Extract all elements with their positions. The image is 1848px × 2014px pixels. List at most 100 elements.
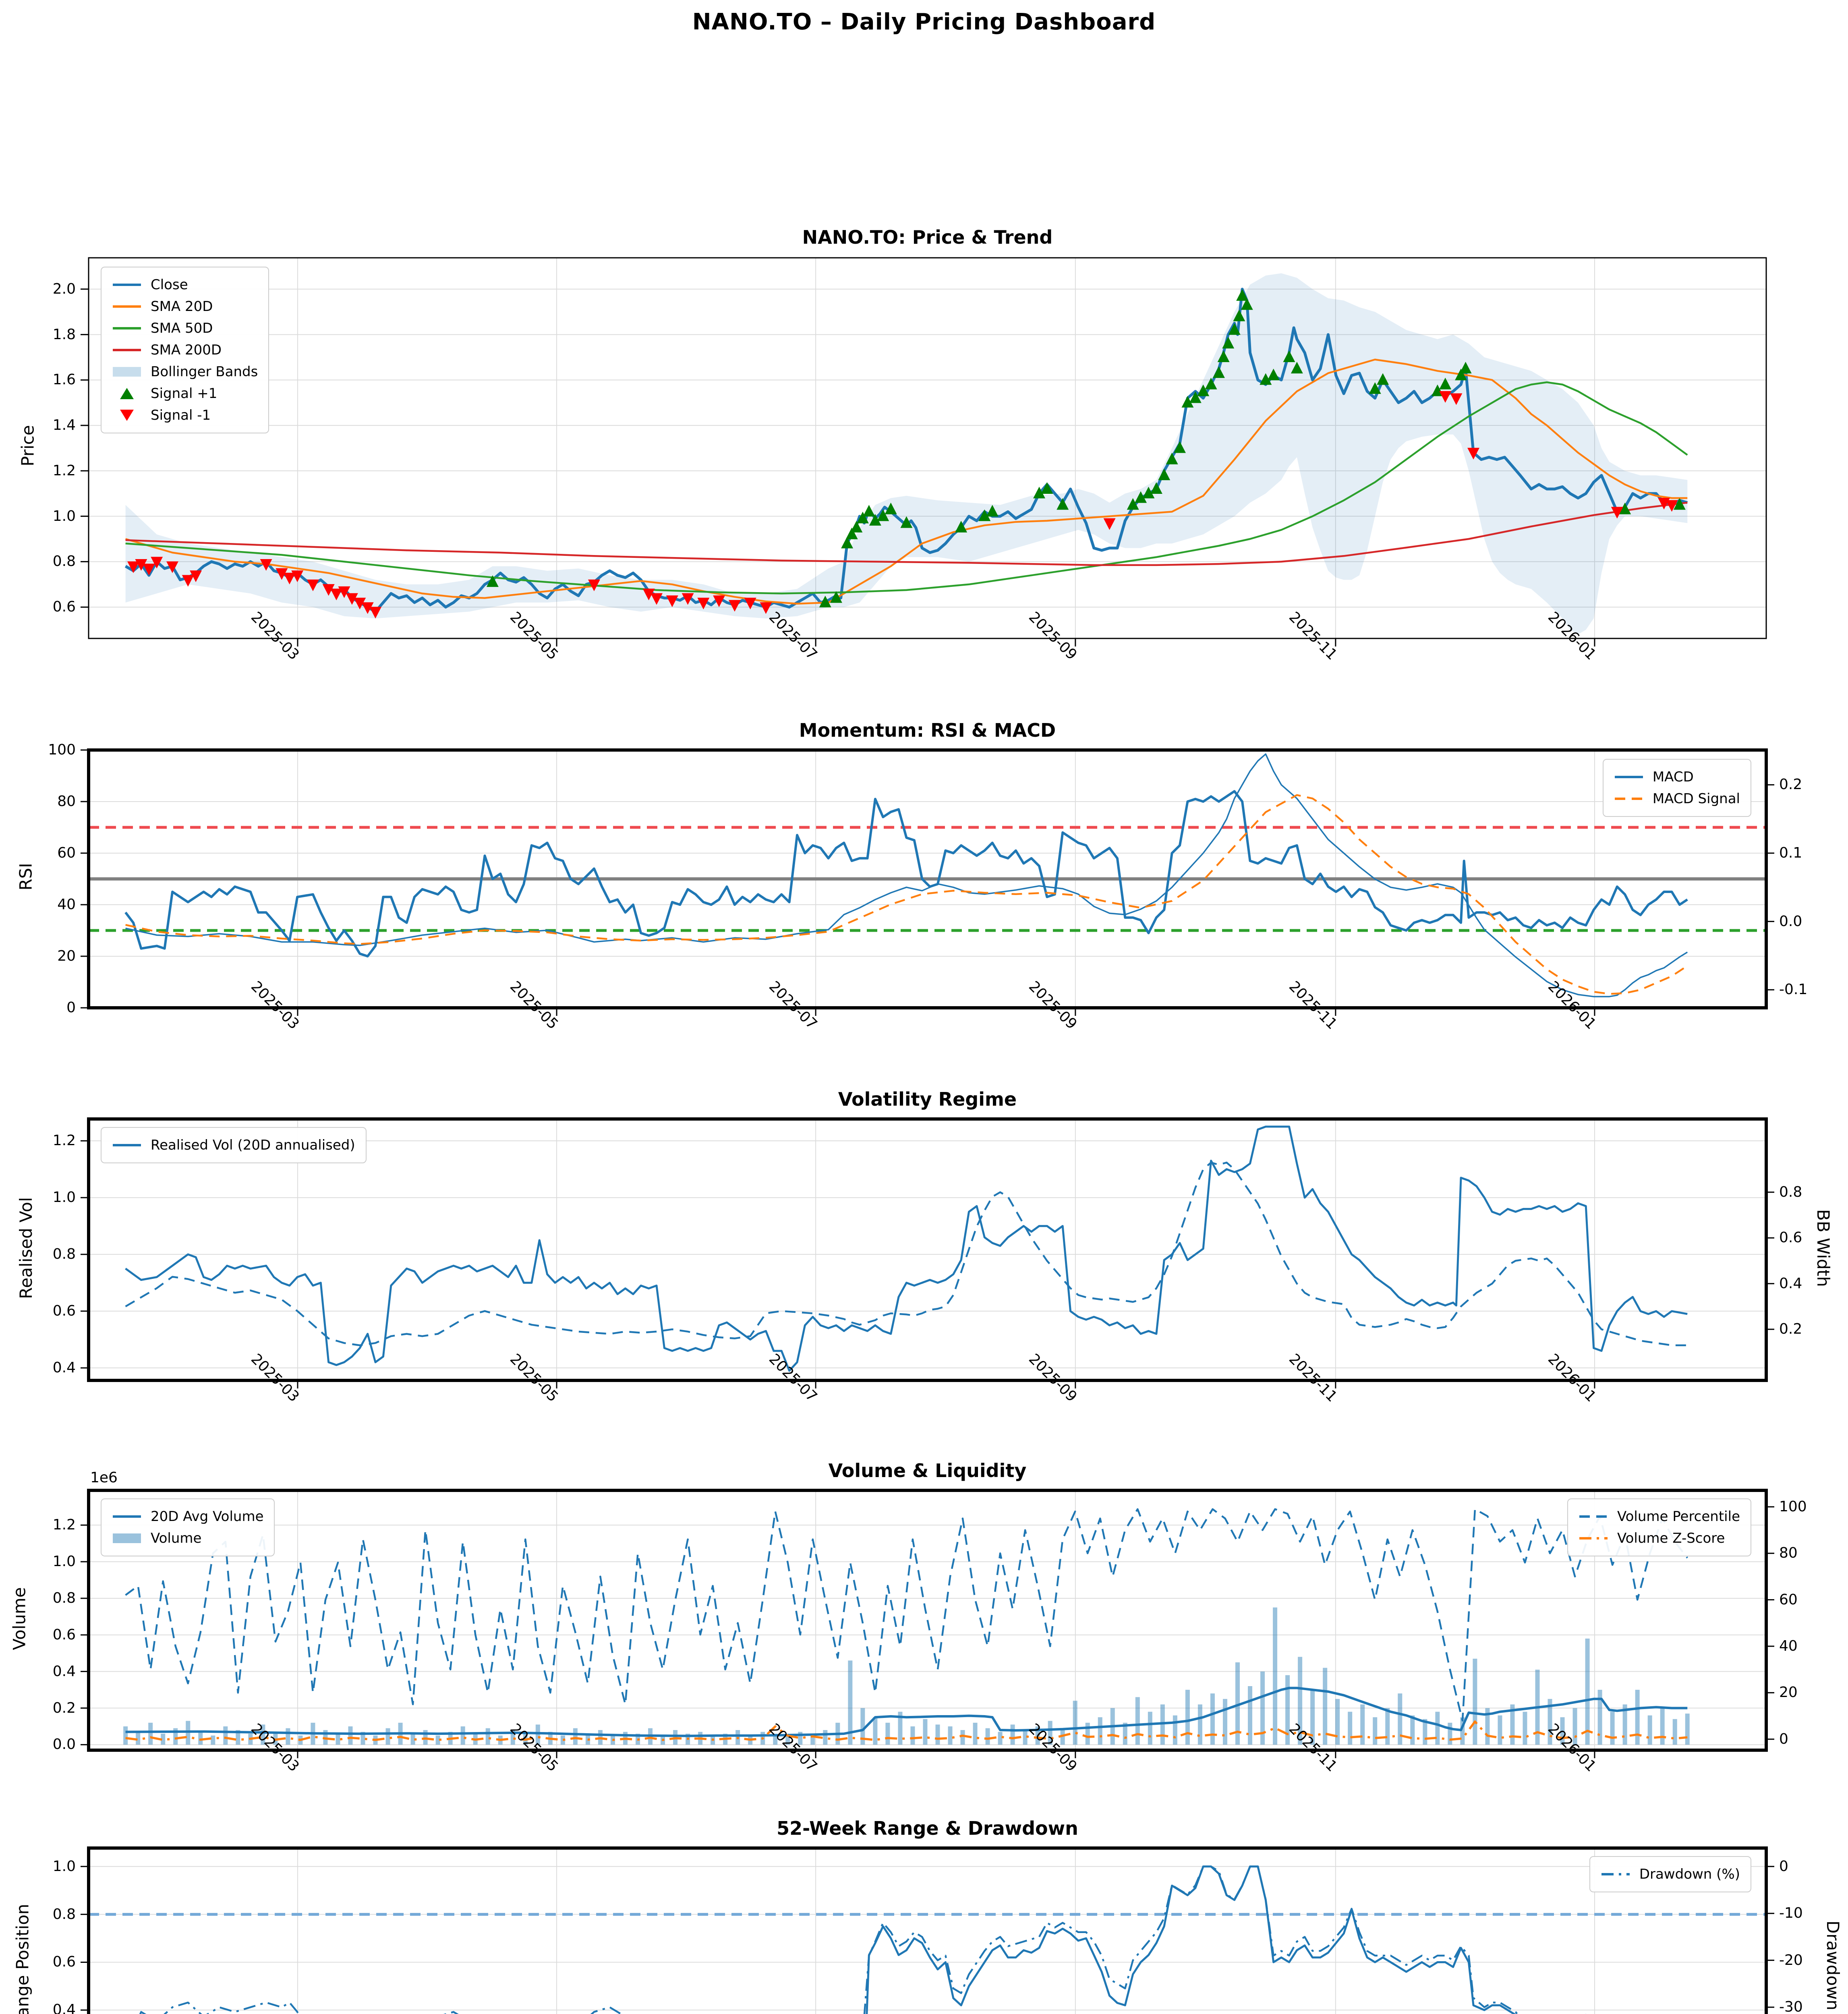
volume-bar xyxy=(1373,1717,1378,1745)
panel-volume: Volume & Liquidity Volume 1e6 20D Avg Vo… xyxy=(0,1460,1848,1775)
right-tick-label: 0.1 xyxy=(1779,845,1802,861)
right-tick-label: 0.8 xyxy=(1779,1183,1802,1200)
signal-marker-down xyxy=(322,584,335,596)
signal-marker-down xyxy=(260,559,272,571)
legend-item: 20D Avg Volume xyxy=(112,1506,263,1527)
right-tick-label: -30 xyxy=(1779,1999,1803,2014)
volume-bar xyxy=(148,1722,153,1745)
signal-marker-up xyxy=(986,505,999,517)
volume-bar xyxy=(1610,1711,1615,1745)
volume-bar xyxy=(1460,1717,1465,1745)
legend-swatch-icon xyxy=(1601,1873,1630,1875)
legend-swatch-icon xyxy=(1579,1515,1608,1518)
right-tick-label: 100 xyxy=(1779,1498,1807,1515)
volume-bar xyxy=(460,1726,465,1745)
legend-swatch-icon xyxy=(1614,776,1643,778)
y-tick-label: 0.4 xyxy=(52,2002,76,2014)
panel-title-momentum: Momentum: RSI & MACD xyxy=(799,719,1056,741)
y-tick-label: 1.0 xyxy=(52,508,76,524)
volume-bar xyxy=(1498,1715,1502,1745)
series-macd-signal xyxy=(125,794,1688,995)
signal-marker-down xyxy=(307,579,319,591)
signal-marker-up xyxy=(1454,369,1467,381)
signal-marker-up xyxy=(1166,452,1178,464)
signal-marker-up xyxy=(1212,366,1225,378)
y-tick-label: 1.2 xyxy=(52,1132,76,1149)
volume-bar xyxy=(485,1728,490,1745)
series-macd xyxy=(125,753,1688,997)
series-volume-z-score xyxy=(125,1720,1688,1741)
volume-bar xyxy=(1672,1719,1677,1745)
signal-marker-up xyxy=(1236,289,1249,301)
volume-bar xyxy=(385,1728,390,1745)
volume-bar xyxy=(998,1732,1003,1745)
legend-swatch-icon xyxy=(113,349,141,351)
volume-bar xyxy=(211,1735,215,1745)
volume-bar xyxy=(1548,1699,1552,1745)
volume-bar xyxy=(423,1730,428,1745)
volume-plot xyxy=(81,1489,1774,1758)
right-tick-label: -0.1 xyxy=(1779,981,1808,998)
signal-marker-down xyxy=(338,586,350,598)
right-tick-label: 0.2 xyxy=(1779,1321,1802,1338)
volume-bar xyxy=(1235,1662,1240,1745)
volume-bar xyxy=(1010,1724,1015,1745)
signal-marker-down xyxy=(166,561,178,573)
signal-marker-up xyxy=(1057,498,1069,510)
volume-bar xyxy=(1073,1701,1077,1745)
signal-marker-up xyxy=(819,595,831,607)
y-tick-label: 2.0 xyxy=(52,280,76,297)
series-realised-vol-20d-annualised- xyxy=(125,1125,1688,1372)
volume-bar xyxy=(1335,1699,1340,1745)
series-sma-20d xyxy=(125,358,1688,605)
volume-bar xyxy=(898,1711,903,1745)
right-tick-label: 80 xyxy=(1779,1545,1798,1562)
volume-bar xyxy=(973,1722,978,1745)
series-0-1-range-position xyxy=(866,1865,1587,2014)
volume-bar xyxy=(223,1726,228,1745)
y-tick-label: 0.4 xyxy=(52,1359,76,1376)
momentum-plot xyxy=(81,748,1774,1016)
volume-bar xyxy=(1285,1675,1290,1745)
signal-marker-up xyxy=(1260,373,1272,385)
signal-marker-up xyxy=(1291,362,1303,374)
legend-label: Close xyxy=(151,277,188,293)
signal-marker-up xyxy=(1205,377,1217,390)
right-tick-label: 60 xyxy=(1779,1591,1798,1608)
volume-bar xyxy=(323,1730,328,1745)
signal-marker-up xyxy=(978,509,991,521)
y-tick-label: 1.0 xyxy=(52,1553,76,1570)
signal-marker-up xyxy=(1673,498,1686,510)
signal-marker-down xyxy=(760,602,772,614)
volume-bar xyxy=(810,1734,815,1745)
signal-marker-down xyxy=(1611,507,1623,519)
legend-item: Close xyxy=(112,274,258,296)
signal-marker-down xyxy=(151,557,163,569)
y-tick-label: 0.8 xyxy=(52,1246,76,1263)
signal-up-icon xyxy=(120,388,134,399)
signal-marker-up xyxy=(1377,373,1389,385)
volume-bar xyxy=(1398,1693,1403,1745)
volume-bar xyxy=(1485,1708,1490,1745)
volume-bar xyxy=(1160,1704,1165,1745)
volume-bar xyxy=(885,1722,890,1745)
volume-bar xyxy=(1660,1708,1665,1745)
y-tick-label: 1.2 xyxy=(52,462,76,479)
volume-bar xyxy=(236,1730,240,1745)
legend-label: Realised Vol (20D annualised) xyxy=(151,1137,355,1153)
panel-title-volatility: Volatility Regime xyxy=(838,1088,1017,1110)
volume-bar xyxy=(286,1728,290,1745)
volume-bar xyxy=(1423,1719,1427,1745)
signal-marker-up xyxy=(1181,396,1194,408)
y-tick-label: 0.6 xyxy=(52,599,76,615)
legend-item: Volume Percentile xyxy=(1579,1506,1740,1527)
legend-swatch-icon xyxy=(113,367,141,377)
signal-marker-up xyxy=(1283,350,1295,362)
volume-bar xyxy=(823,1730,828,1745)
volume-bar xyxy=(1260,1671,1265,1745)
panel-momentum: Momentum: RSI & MACD RSI MACD MACD Signal… xyxy=(0,719,1848,1033)
signal-marker-down xyxy=(1467,448,1480,460)
signal-marker-up xyxy=(841,537,854,549)
series-sma-200d xyxy=(125,501,1688,566)
